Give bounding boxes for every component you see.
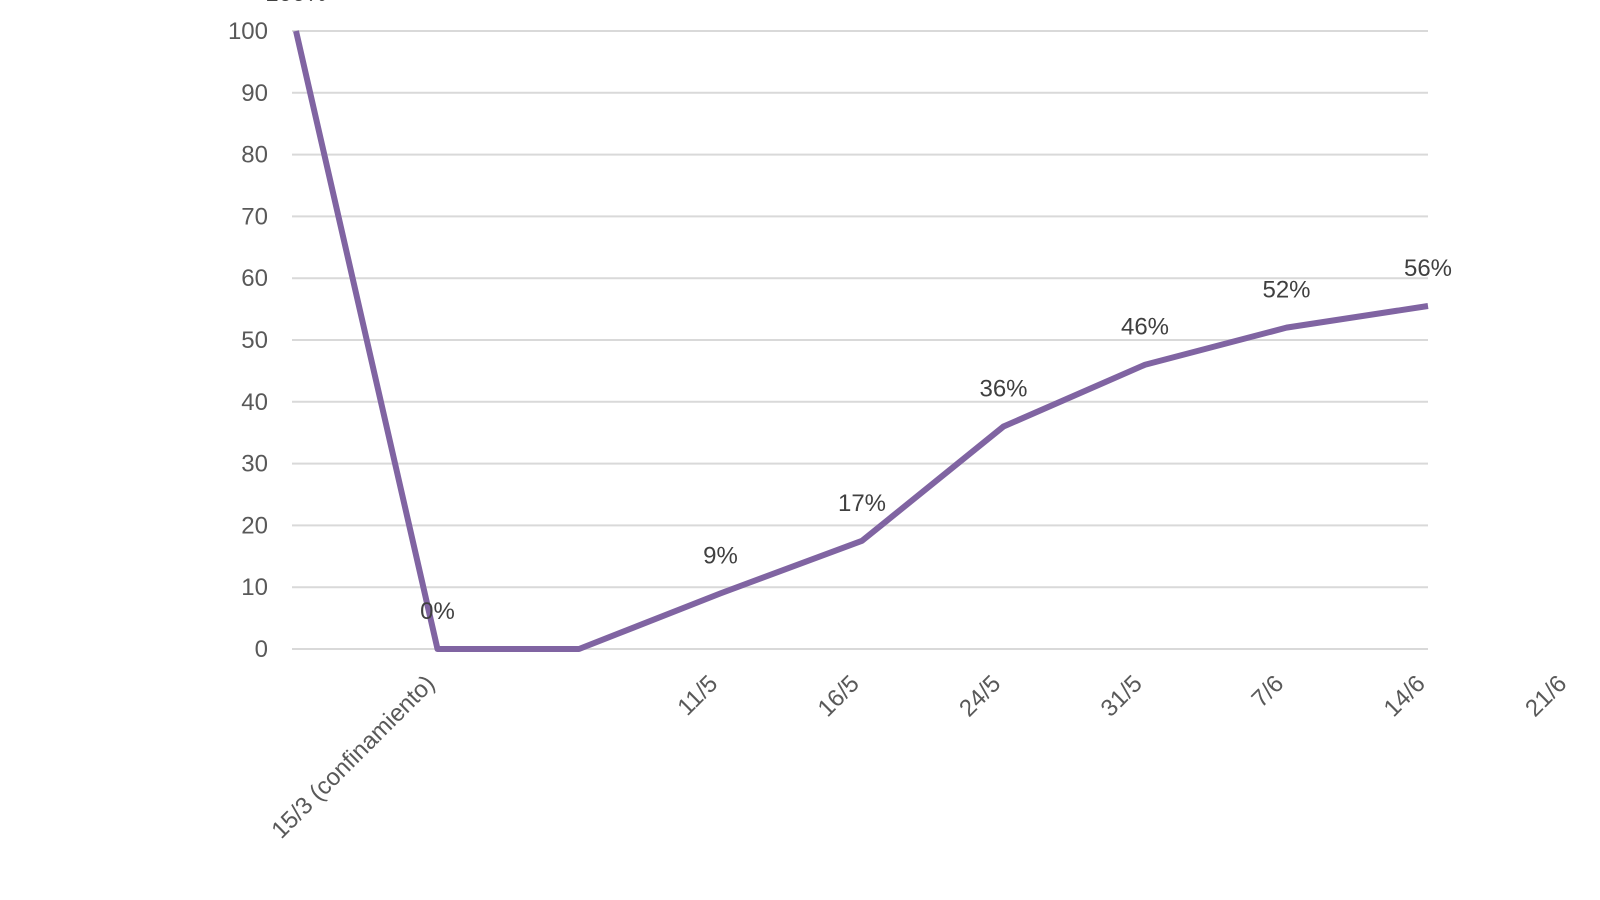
y-axis-ticks: 0 10 20 30 40 50 60 70 80 90 100 — [228, 18, 268, 663]
x-tick-label: 16/5 — [813, 670, 865, 722]
data-label: 56% — [1404, 255, 1452, 282]
y-tick-label: 40 — [241, 389, 268, 416]
x-tick-label: 14/6 — [1379, 670, 1431, 722]
data-label: 36% — [979, 376, 1027, 403]
x-tick-label: 24/5 — [954, 670, 1006, 722]
data-label: 0% — [420, 598, 455, 625]
x-tick-label: 15/3 (confinamiento) — [266, 670, 440, 844]
data-label: 52% — [1262, 277, 1310, 304]
x-tick-label: 21/6 — [1520, 670, 1572, 722]
y-tick-label: 10 — [241, 574, 268, 601]
y-tick-label: 80 — [241, 142, 268, 169]
y-tick-label: 70 — [241, 203, 268, 230]
y-tick-label: 50 — [241, 327, 268, 354]
x-tick-label: 7/6 — [1247, 670, 1290, 713]
y-tick-label: 100 — [228, 18, 268, 45]
x-axis-ticks: 15/3 (confinamiento) 11/5 16/5 24/5 31/5 7/6 1… — [266, 670, 1572, 844]
data-label: 46% — [1121, 314, 1169, 341]
y-tick-label: 90 — [241, 80, 268, 107]
y-tick-label: 20 — [241, 512, 268, 539]
data-label: 17% — [838, 490, 886, 517]
y-tick-label: 0 — [255, 636, 268, 663]
series-line — [293, 30, 1429, 652]
x-tick-label: 11/5 — [672, 670, 723, 721]
gridlines — [292, 30, 1428, 650]
data-label: 100% — [265, 0, 326, 7]
data-label: 9% — [703, 542, 738, 569]
data-labels: 100% 0% 9% 17% 36% 46% 52% 56% — [265, 0, 1452, 625]
y-tick-label: 30 — [241, 451, 268, 478]
x-tick-label: 31/5 — [1096, 670, 1148, 722]
y-tick-label: 60 — [241, 265, 268, 292]
